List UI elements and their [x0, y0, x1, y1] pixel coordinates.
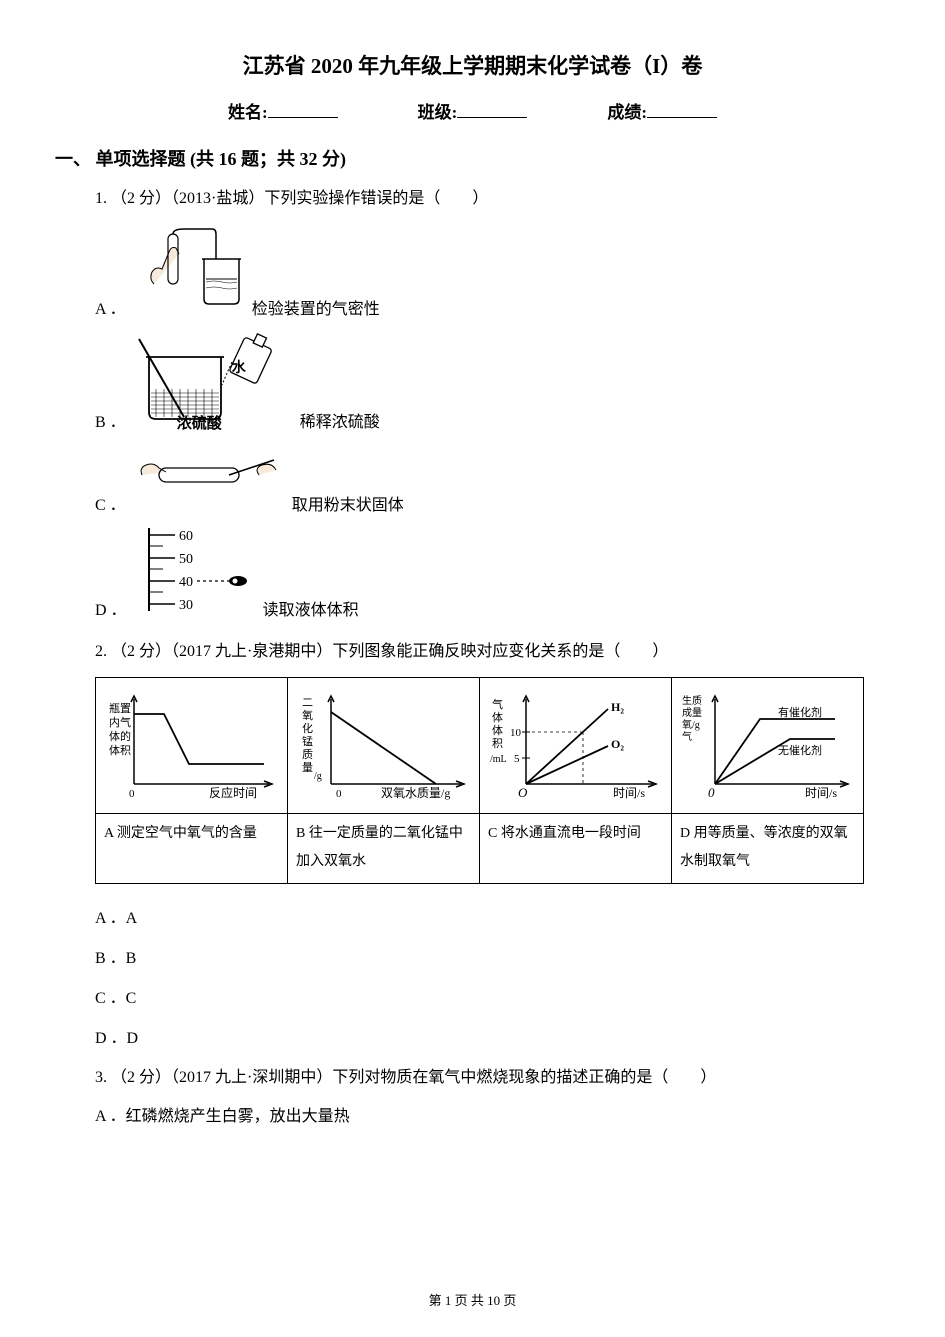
class-blank	[457, 99, 527, 118]
page-footer: 第 1 页 共 10 页	[0, 1290, 945, 1309]
cell-a-yl4: 体积	[109, 743, 131, 757]
q2-opt-a: A ．A	[95, 904, 890, 928]
cyl-50: 50	[179, 552, 193, 567]
svg-text:成量: 成量	[682, 707, 702, 719]
cyl-60: 60	[179, 529, 193, 544]
q1-option-c: C ． 取用粉末状固体	[95, 440, 890, 515]
q1-c-text: 取用粉末状固体	[292, 491, 404, 515]
svg-text:锰: 锰	[302, 734, 313, 748]
svg-text:0: 0	[336, 788, 342, 800]
svg-text:体: 体	[492, 710, 503, 724]
cell-d-l2: 无催化剂	[778, 743, 822, 757]
footer-suffix: 页	[500, 1293, 516, 1308]
q1-d-diagram: 60 50 40 30	[135, 523, 255, 620]
svg-text:氧: 氧	[302, 708, 313, 722]
class-field: 班级:	[418, 98, 528, 123]
q1-d-label: D ．	[95, 596, 127, 620]
svg-text:O: O	[518, 785, 528, 800]
cell-d-xlabel: 时间/s	[805, 786, 837, 800]
q2-cell-c-caption: C 将水通直流电一段时间	[480, 813, 672, 883]
svg-text:氧/g: 氧/g	[682, 718, 700, 731]
cell-c-h2: H₂	[611, 700, 624, 714]
q1-stem: 1. （2 分）（2013·盐城）下列实验操作错误的是（ ）	[95, 185, 890, 214]
q1-option-b: B ． 水	[95, 327, 890, 432]
q2-cell-b-graph: 二 氧 化 锰 质 量 /g 0 双氧水质量/g	[288, 677, 480, 813]
svg-text:积: 积	[492, 737, 503, 750]
q1-b-acid-label: 浓硫酸	[177, 412, 222, 433]
q1-c-label: C ．	[95, 491, 126, 515]
svg-text:气: 气	[682, 730, 692, 743]
q2-opt-d: D ．D	[95, 1024, 890, 1048]
cell-d-l1: 有催化剂	[778, 705, 822, 719]
exam-title: 江苏省 2020 年九年级上学期期末化学试卷（I）卷	[55, 50, 890, 80]
cyl-30: 30	[179, 598, 193, 613]
footer-mid: 页 共	[451, 1293, 487, 1308]
svg-text:量: 量	[302, 761, 313, 774]
cell-a-yl1: 瓶置	[109, 701, 131, 715]
cell-a-yl3: 体的	[109, 729, 131, 743]
q1-option-d: D ． 60 50 40 30 读取液体体积	[95, 523, 890, 620]
q2-graph-table: 瓶置 内气 体的 体积 0 反应时间 二 氧 化 锰 质 量 /g	[95, 677, 864, 884]
score-blank	[647, 99, 717, 118]
q1-a-label: A ．	[95, 295, 126, 319]
q1-b-text: 稀释浓硫酸	[300, 408, 380, 432]
q1-b-water-label: 水	[232, 357, 246, 377]
svg-text:生质: 生质	[682, 694, 702, 707]
q1-c-diagram	[134, 440, 284, 515]
svg-text:二: 二	[302, 697, 313, 709]
svg-text:化: 化	[302, 721, 313, 735]
q3-opt-a: A ．红磷燃烧产生白雾，放出大量热	[95, 1102, 890, 1126]
q2-cell-c-graph: 10 5 H₂ O₂ 气 体 体 积 /mL O 时间/s	[480, 677, 672, 813]
q2-opt-c: C ．C	[95, 984, 890, 1008]
q1-b-label: B ．	[95, 408, 126, 432]
svg-text:体: 体	[492, 723, 503, 737]
q1-a-text: 检验装置的气密性	[252, 295, 380, 319]
q2-cell-d-graph: 有催化剂 无催化剂 生质 成量 氧/g 气 0 时间/s	[672, 677, 864, 813]
q2-opt-b: B ．B	[95, 944, 890, 968]
q2-cell-b-caption: B 往一定质量的二氧化锰中加入双氧水	[288, 813, 480, 883]
score-label: 成绩:	[607, 98, 647, 123]
svg-text:/g: /g	[314, 771, 322, 782]
q1-d-text: 读取液体体积	[263, 596, 359, 620]
svg-text:质: 质	[302, 748, 313, 761]
footer-total: 10	[487, 1293, 500, 1308]
name-field: 姓名:	[228, 98, 338, 123]
svg-text:0: 0	[708, 785, 715, 800]
q2-stem: 2. （2 分）（2017 九上·泉港期中）下列图象能正确反映对应变化关系的是（…	[95, 638, 890, 667]
svg-text:0: 0	[129, 788, 135, 800]
q2-cell-a-graph: 瓶置 内气 体的 体积 0 反应时间	[96, 677, 288, 813]
cell-c-o2: O₂	[611, 737, 624, 751]
name-blank	[268, 99, 338, 118]
svg-text:气: 气	[492, 697, 503, 711]
score-field: 成绩:	[607, 98, 717, 123]
student-info-line: 姓名: 班级: 成绩:	[55, 98, 890, 123]
svg-text:/mL: /mL	[490, 754, 507, 765]
footer-prefix: 第	[429, 1293, 445, 1308]
q1-a-diagram	[134, 224, 244, 319]
q2-cell-a-caption: A 测定空气中氧气的含量	[96, 813, 288, 883]
cyl-40: 40	[179, 575, 193, 590]
cell-a-xlabel: 反应时间	[209, 785, 257, 800]
cell-c-xlabel: 时间/s	[613, 786, 645, 800]
name-label: 姓名:	[228, 98, 268, 123]
class-label: 班级:	[418, 98, 458, 123]
cell-b-xlabel: 双氧水质量/g	[381, 786, 450, 800]
cell-a-yl2: 内气	[109, 715, 131, 729]
q2-cell-d-caption: D 用等质量、等浓度的双氧水制取氧气	[672, 813, 864, 883]
section-1-header: 一、 单项选择题 (共 16 题；共 32 分)	[55, 145, 890, 171]
cell-c-v10: 10	[510, 727, 522, 739]
q3-stem: 3. （2 分）（2017 九上·深圳期中）下列对物质在氧气中燃烧现象的描述正确…	[95, 1064, 890, 1093]
cell-c-v5: 5	[514, 753, 520, 765]
q1-option-a: A ． 检验装置的气密性	[95, 224, 890, 319]
